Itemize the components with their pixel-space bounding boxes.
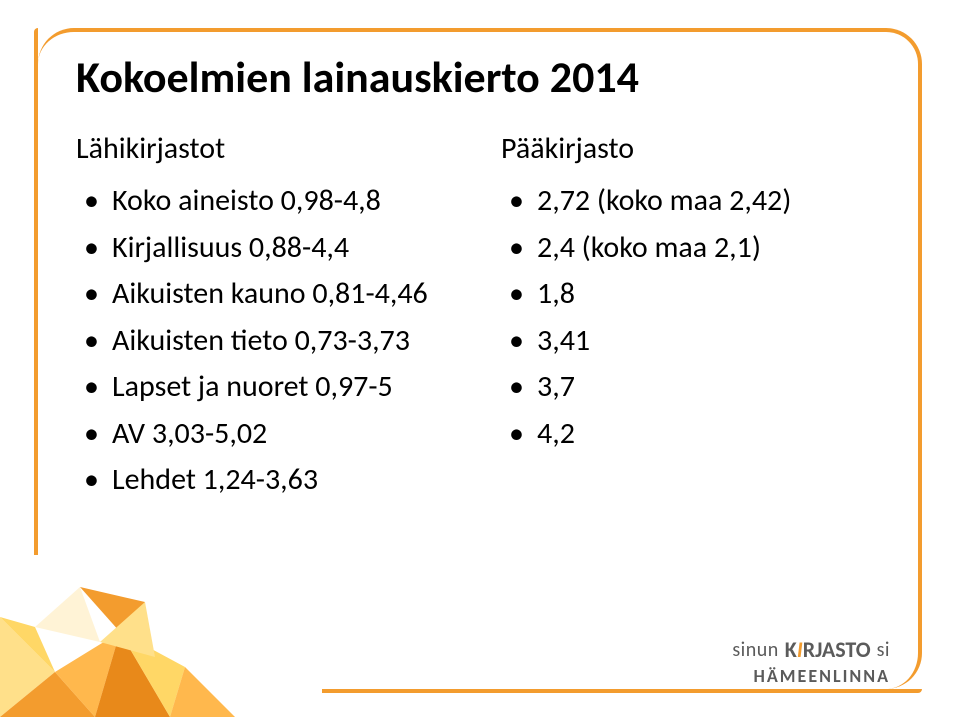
corner-art-icon xyxy=(0,527,280,717)
list-item: 2,4 (koko maa 2,1) xyxy=(501,228,890,269)
logo-city: HÄMEENLINNA xyxy=(732,665,890,687)
list-item: 3,7 xyxy=(501,367,890,408)
logo-text-si: si xyxy=(877,638,890,662)
slide-title: Kokoelmien lainauskierto 2014 xyxy=(76,50,890,104)
right-column: Pääkirjasto 2,72 (koko maa 2,42) 2,4 (ko… xyxy=(495,130,890,507)
right-bullets: 2,72 (koko maa 2,42) 2,4 (koko maa 2,1) … xyxy=(495,181,890,454)
right-heading: Pääkirjasto xyxy=(501,130,890,167)
list-item: AV 3,03-5,02 xyxy=(76,414,465,455)
columns: Lähikirjastot Koko aineisto 0,98-4,8 Kir… xyxy=(70,130,890,507)
list-item: Lehdet 1,24-3,63 xyxy=(76,460,465,501)
left-bullets: Koko aineisto 0,98-4,8 Kirjallisuus 0,88… xyxy=(70,181,465,501)
list-item: Kirjallisuus 0,88-4,4 xyxy=(76,228,465,269)
list-item: 3,41 xyxy=(501,321,890,362)
list-item: 4,2 xyxy=(501,414,890,455)
list-item: Aikuisten tieto 0,73-3,73 xyxy=(76,321,465,362)
list-item: Aikuisten kauno 0,81-4,46 xyxy=(76,274,465,315)
left-heading: Lähikirjastot xyxy=(76,130,465,167)
left-column: Lähikirjastot Koko aineisto 0,98-4,8 Kir… xyxy=(70,130,465,507)
footer-logo: sinun KIRJASTO si HÄMEENLINNA xyxy=(732,636,890,687)
logo-text-sinun: sinun xyxy=(732,638,778,662)
list-item: 1,8 xyxy=(501,274,890,315)
logo-top-row: sinun KIRJASTO si xyxy=(732,636,890,663)
logo-brand: KIRJASTO xyxy=(785,636,871,663)
list-item: 2,72 (koko maa 2,42) xyxy=(501,181,890,222)
list-item: Lapset ja nuoret 0,97-5 xyxy=(76,367,465,408)
list-item: Koko aineisto 0,98-4,8 xyxy=(76,181,465,222)
